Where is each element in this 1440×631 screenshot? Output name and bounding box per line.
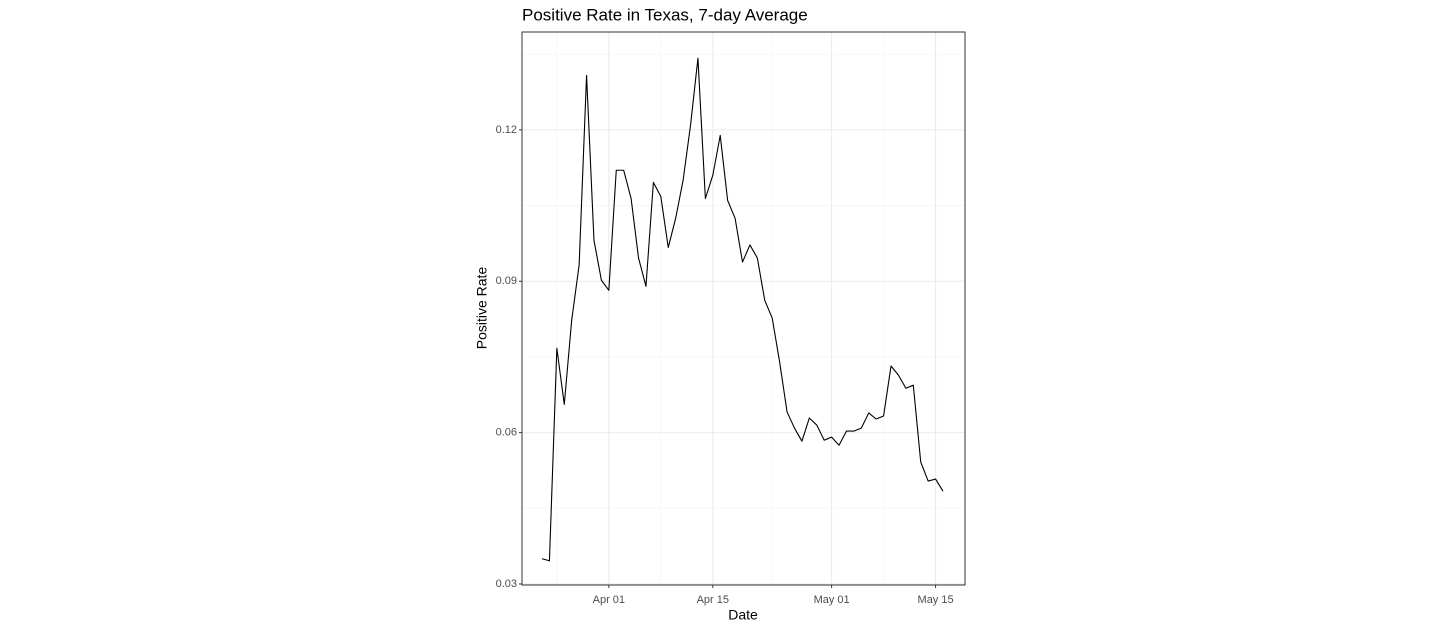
chart-title: Positive Rate in Texas, 7-day Average	[522, 5, 808, 24]
x-tick-label: May 15	[918, 594, 954, 606]
y-axis-title: Positive Rate	[474, 267, 490, 350]
y-tick-label: 0.06	[496, 427, 517, 439]
x-axis-title: Date	[728, 607, 758, 623]
y-tick-label: 0.12	[496, 124, 517, 136]
panel-border	[521, 31, 966, 586]
x-tick-label: Apr 01	[593, 594, 625, 606]
y-tick-label: 0.09	[496, 275, 517, 287]
y-tick-label: 0.03	[496, 578, 517, 590]
x-tick-label: May 01	[814, 594, 850, 606]
x-tick-label: Apr 15	[697, 594, 729, 606]
data-line	[541, 57, 944, 562]
